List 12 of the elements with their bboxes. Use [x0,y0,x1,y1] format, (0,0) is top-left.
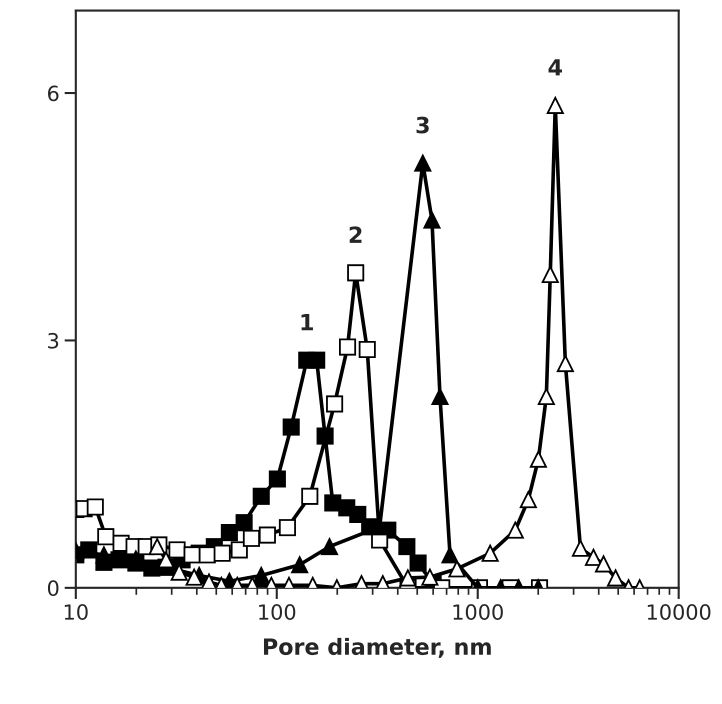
annotation: 2 [350,226,362,243]
x-tick-label: 100 [259,604,296,620]
x-tick-label: 1000 [454,604,503,620]
x-axis-title: Pore diameter, nm [264,638,491,658]
annotation: 1 [302,314,313,330]
y-tick-label: 6 [48,85,59,102]
y-tick-label: 3 [48,332,58,349]
annotation: 4 [548,59,562,76]
x-tick-label: 10 [64,604,88,620]
annotation: 3 [416,116,429,134]
x-tick-label: 10000 [648,604,710,620]
y-tick-label: 0 [48,580,58,596]
